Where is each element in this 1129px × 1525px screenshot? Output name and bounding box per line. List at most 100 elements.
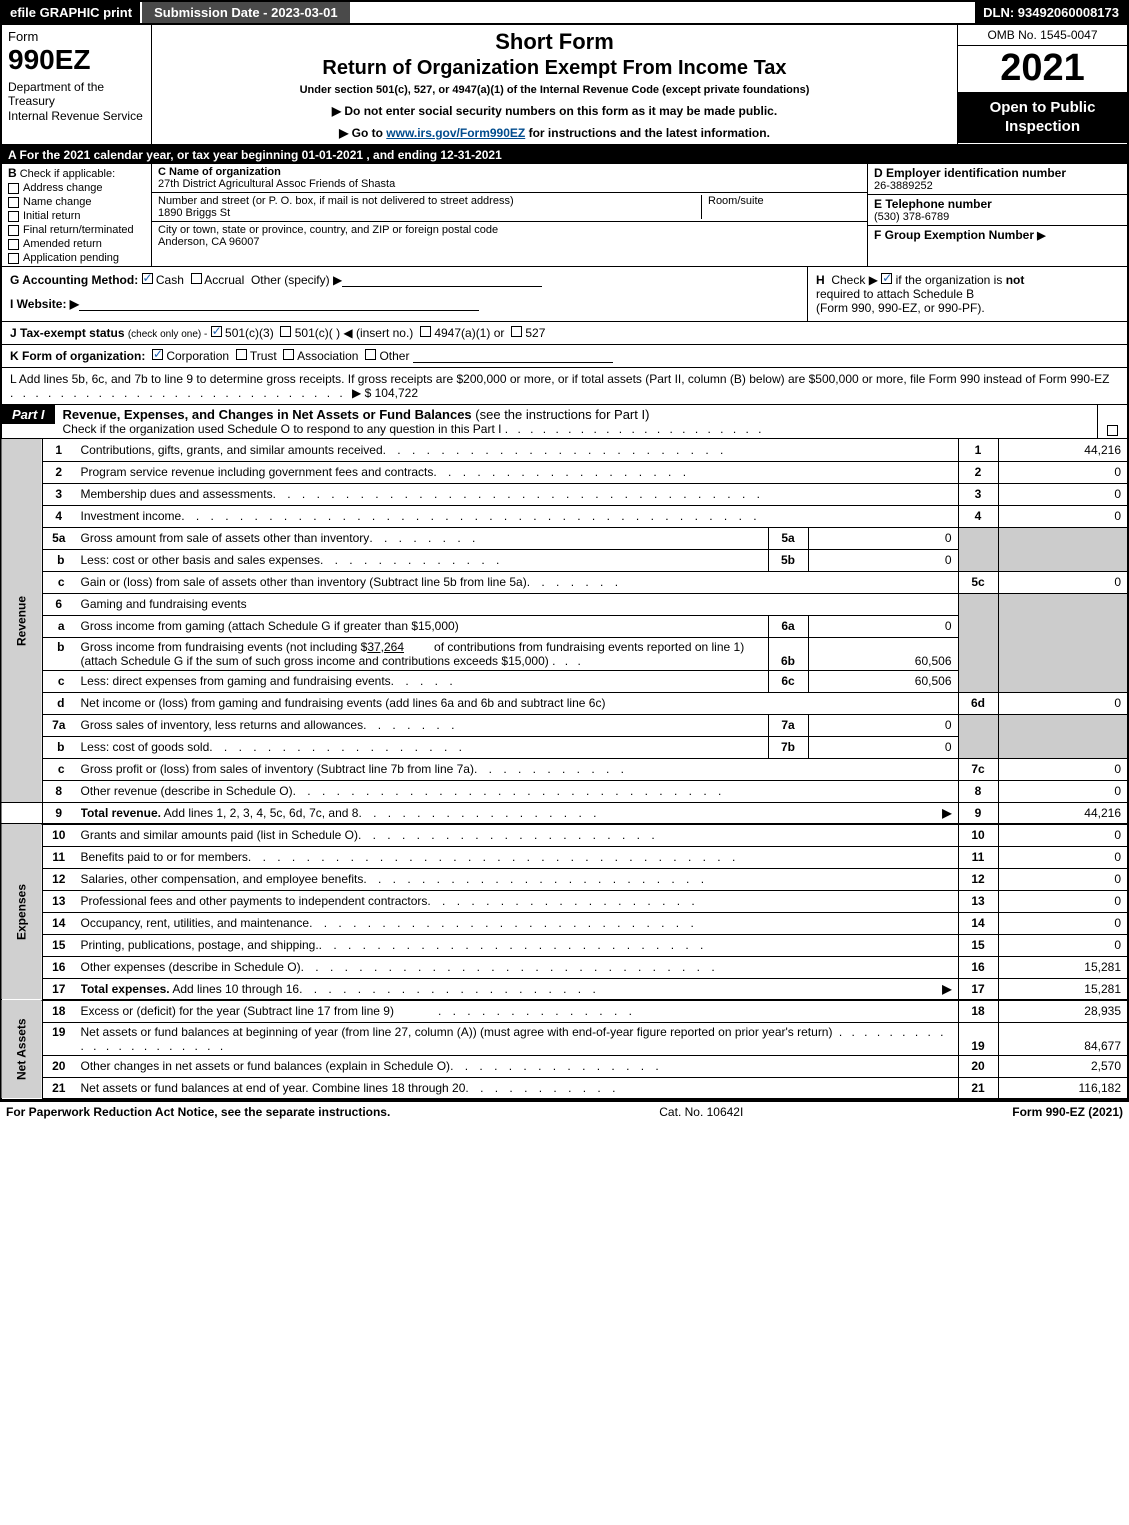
checkbox-cash[interactable]	[142, 273, 153, 284]
checkbox-h[interactable]	[881, 273, 892, 284]
top-bar: efile GRAPHIC print Submission Date - 20…	[0, 0, 1129, 25]
checkbox-icon[interactable]	[8, 239, 19, 250]
expenses-vtab: Expenses	[1, 824, 43, 1000]
line-rval: 0	[998, 868, 1128, 890]
irs-link[interactable]: www.irs.gov/Form990EZ	[386, 126, 525, 140]
checkbox-icon[interactable]	[1107, 425, 1118, 436]
check-address-change[interactable]: Address change	[8, 182, 145, 194]
line-num: b	[43, 736, 75, 758]
line-rval: 0	[998, 824, 1128, 846]
g-other-input[interactable]	[342, 273, 542, 287]
checkbox-4947[interactable]	[420, 326, 431, 337]
line-desc: Investment income	[81, 509, 182, 523]
line-rval: 0	[998, 780, 1128, 802]
line-desc: Other revenue (describe in Schedule O)	[81, 784, 293, 798]
check-name-change[interactable]: Name change	[8, 196, 145, 208]
line-rnum: 9	[958, 802, 998, 824]
line-rval: 28,935	[998, 1000, 1128, 1022]
checkbox-501c[interactable]	[280, 326, 291, 337]
check-label: Final return/terminated	[23, 224, 134, 236]
footer-right-pre: Form	[1012, 1105, 1045, 1119]
checkbox-corp[interactable]	[152, 349, 163, 360]
checkbox-icon[interactable]	[8, 225, 19, 236]
line-desc: Gross sales of inventory, less returns a…	[81, 718, 364, 732]
shade-cell	[958, 527, 998, 571]
line-midnum: 6a	[768, 615, 808, 637]
g-other: Other (specify) ▶	[251, 273, 342, 287]
j-label: J Tax-exempt status	[10, 326, 125, 340]
line-num: 16	[43, 956, 75, 978]
check-final-return[interactable]: Final return/terminated	[8, 224, 145, 236]
line-desc: Professional fees and other payments to …	[81, 894, 428, 908]
title-short: Short Form	[160, 29, 949, 55]
g-accrual: Accrual	[204, 273, 244, 287]
checkbox-icon[interactable]	[8, 211, 19, 222]
check-amended-return[interactable]: Amended return	[8, 238, 145, 250]
line-num: 6	[43, 593, 75, 615]
section-def: D Employer identification number 26-3889…	[867, 164, 1127, 266]
line-num: 9	[43, 802, 75, 824]
line-num: a	[43, 615, 75, 637]
shade-cell	[998, 714, 1128, 758]
line-midnum: 6b	[768, 637, 808, 670]
check-label: Address change	[23, 182, 103, 194]
checkbox-assoc[interactable]	[283, 349, 294, 360]
section-i: I Website: ▶	[10, 297, 799, 311]
checkbox-other[interactable]	[365, 349, 376, 360]
line-num: 10	[43, 824, 75, 846]
checkbox-501c3[interactable]	[211, 326, 222, 337]
section-j: J Tax-exempt status (check only one) - 5…	[0, 322, 1129, 345]
line-rval: 0	[998, 890, 1128, 912]
line-midnum: 7a	[768, 714, 808, 736]
k-other-input[interactable]	[413, 349, 613, 363]
checkbox-icon[interactable]	[8, 183, 19, 194]
line-num: 19	[43, 1022, 75, 1055]
line-desc: Net income or (loss) from gaming and fun…	[75, 692, 959, 714]
dept-label: Department of the Treasury Internal Reve…	[8, 80, 145, 123]
line-midnum: 5b	[768, 549, 808, 571]
shade-cell	[958, 714, 998, 758]
line-midnum: 5a	[768, 527, 808, 549]
directive-1: ▶ Do not enter social security numbers o…	[160, 104, 949, 118]
line-num: 7a	[43, 714, 75, 736]
checkbox-trust[interactable]	[236, 349, 247, 360]
checkbox-icon[interactable]	[8, 197, 19, 208]
line-rnum: 1	[958, 439, 998, 461]
open-public: Open to Public Inspection	[958, 92, 1127, 143]
line-desc: Gross income from fundraising events (no…	[75, 637, 769, 670]
footer-form-ref: Form 990-EZ (2021)	[1012, 1105, 1123, 1119]
line-rnum: 18	[958, 1000, 998, 1022]
check-application-pending[interactable]: Application pending	[8, 252, 145, 264]
l-value: ▶ $ 104,722	[352, 386, 418, 400]
check-initial-return[interactable]: Initial return	[8, 210, 145, 222]
c-city-label: City or town, state or province, country…	[158, 224, 498, 236]
line-rnum: 3	[958, 483, 998, 505]
line-rval: 0	[998, 934, 1128, 956]
line-midval: 0	[808, 527, 958, 549]
shade-cell	[958, 593, 998, 692]
line-rval: 44,216	[998, 439, 1128, 461]
line-num: 5a	[43, 527, 75, 549]
block-ghi: G Accounting Method: Cash Accrual Other …	[0, 267, 1129, 322]
part-1-sub: Check if the organization used Schedule …	[63, 422, 502, 436]
line-desc: Benefits paid to or for members	[81, 850, 248, 864]
header-left: Form 990EZ Department of the Treasury In…	[2, 25, 152, 144]
section-g: G Accounting Method: Cash Accrual Other …	[10, 273, 799, 287]
line-desc: Printing, publications, postage, and shi…	[81, 938, 319, 952]
line-num: 11	[43, 846, 75, 868]
k-trust: Trust	[250, 349, 277, 363]
telephone-value: (530) 378-6789	[874, 211, 949, 223]
line-desc: Excess or (deficit) for the year (Subtra…	[81, 1004, 394, 1018]
g-label: G Accounting Method:	[10, 273, 138, 287]
line-num: 15	[43, 934, 75, 956]
checkbox-527[interactable]	[511, 326, 522, 337]
checkbox-icon[interactable]	[8, 253, 19, 264]
efile-label[interactable]: efile GRAPHIC print	[2, 2, 140, 23]
header-center: Short Form Return of Organization Exempt…	[152, 25, 957, 144]
shade-cell	[998, 527, 1128, 571]
c-name-label: C Name of organization	[158, 166, 281, 178]
checkbox-accrual[interactable]	[191, 273, 202, 284]
line-desc: Less: cost of goods sold	[81, 740, 210, 754]
org-name: 27th District Agricultural Assoc Friends…	[158, 178, 395, 190]
website-input[interactable]	[79, 297, 479, 311]
